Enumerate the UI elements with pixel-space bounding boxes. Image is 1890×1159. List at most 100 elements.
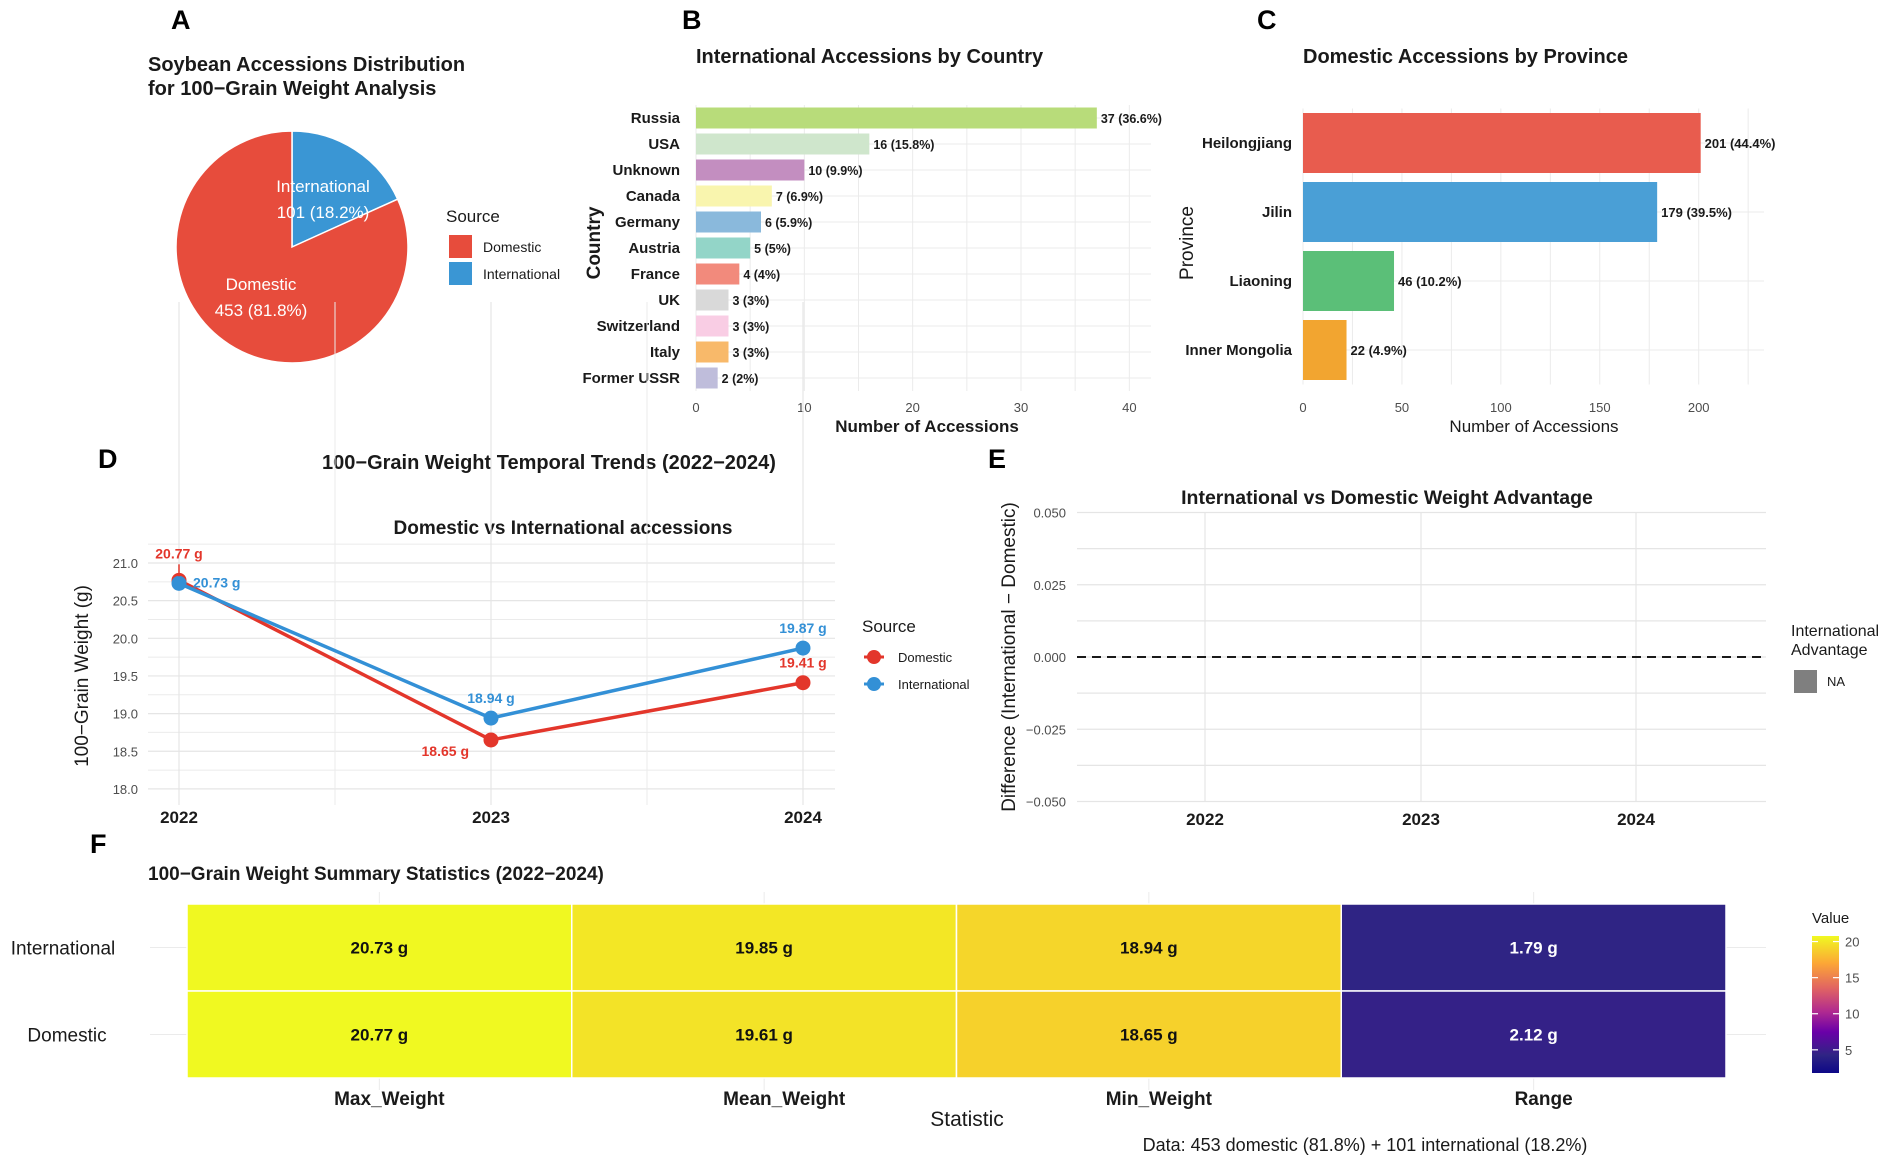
line-d-legend-title: Source — [862, 617, 916, 636]
heatmap-cell-label: 2.12 g — [1510, 1026, 1558, 1045]
data-label-domestic: 18.65 g — [422, 743, 469, 759]
y-tick-label: 21.0 — [113, 556, 138, 571]
x-tick-label: 40 — [1122, 400, 1136, 415]
bar-uk — [696, 289, 729, 311]
row-label: Domestic — [27, 1026, 106, 1047]
y-tick-label: 0.050 — [1033, 506, 1066, 521]
heatmap-cell-label: 19.61 g — [735, 1026, 793, 1045]
bar-b-x-axis-title: Number of Accessions — [835, 417, 1019, 436]
bar-b-y-axis-title: Country — [584, 206, 605, 279]
bar-value-label: 201 (44.4%) — [1705, 136, 1776, 151]
data-point-domestic — [795, 675, 811, 691]
x-tick-label: 100 — [1490, 400, 1512, 415]
legend-swatch-international — [449, 262, 472, 285]
bar-russia — [696, 107, 1097, 129]
heatmap-title: 100−Grain Weight Summary Statistics (202… — [148, 864, 604, 885]
category-label: Inner Mongolia — [1185, 342, 1292, 359]
x-tick-label: 2022 — [160, 808, 198, 827]
panel-c-bar-chart: Domestic Accessions by Province Heilongj… — [1177, 46, 1776, 436]
category-label: Canada — [626, 188, 681, 205]
line-d-y-axis-title: 100−Grain Weight (g) — [72, 585, 93, 767]
bar-value-label: 5 (5%) — [754, 242, 791, 256]
data-point-international — [483, 710, 499, 726]
legend-label-na: NA — [1827, 674, 1845, 689]
bar-switzerland — [696, 315, 729, 337]
x-tick-label: 200 — [1688, 400, 1710, 415]
bar-inner-mongolia — [1303, 320, 1347, 380]
pie-title-line1: Soybean Accessions Distribution — [148, 54, 465, 76]
legend-swatch-na — [1794, 670, 1817, 693]
legend-item-domestic: Domestic — [864, 650, 953, 665]
x-tick-label: 0 — [1299, 400, 1306, 415]
e-y-axis-title: Difference (International − Domestic) — [999, 502, 1020, 812]
pie-label-international-name: International — [276, 177, 370, 196]
data-point-domestic — [483, 732, 499, 748]
data-point-international — [795, 640, 811, 656]
e-title: International vs Domestic Weight Advanta… — [1181, 487, 1593, 509]
heatmap-cell — [571, 903, 958, 992]
bar-value-label: 22 (4.9%) — [1351, 343, 1407, 358]
legend-point-international — [867, 677, 881, 691]
legend-label-international: International — [483, 266, 560, 282]
legend-item-international: International — [864, 677, 970, 692]
bar-usa — [696, 133, 870, 155]
y-tick-label: 19.0 — [113, 707, 138, 722]
bar-canada — [696, 185, 772, 207]
x-tick-label: 20 — [905, 400, 919, 415]
heatmap-cell — [186, 990, 573, 1079]
data-label-domestic: 20.77 g — [155, 545, 202, 561]
colorbar-tick-label: 15 — [1845, 971, 1859, 986]
category-label: USA — [648, 136, 680, 153]
panel-letter-a: A — [171, 5, 191, 35]
panel-e-difference-chart: International vs Domestic Weight Advanta… — [999, 487, 1879, 829]
x-tick-label: 2024 — [784, 808, 822, 827]
bar-austria — [696, 237, 751, 259]
category-label: Unknown — [613, 162, 681, 179]
data-label-international: 19.87 g — [779, 620, 826, 636]
row-label: International — [11, 939, 116, 960]
y-tick-label: 19.5 — [113, 669, 138, 684]
y-tick-label: 20.5 — [113, 594, 138, 609]
heatmap-cell-label: 18.94 g — [1120, 939, 1178, 958]
data-label-domestic: 19.41 g — [779, 655, 826, 671]
panel-b-bar-chart: International Accessions by Country Russ… — [582, 46, 1162, 436]
legend-label-international: International — [898, 677, 970, 692]
bar-liaoning — [1303, 251, 1395, 311]
category-label: France — [631, 266, 680, 283]
bar-value-label: 16 (15.8%) — [873, 138, 934, 152]
panel-letter-e: E — [988, 444, 1006, 474]
bar-value-label: 4 (4%) — [743, 268, 780, 282]
panel-f-heatmap: 100−Grain Weight Summary Statistics (202… — [11, 864, 1860, 1155]
bar-value-label: 3 (3%) — [733, 346, 770, 360]
bar-unknown — [696, 159, 805, 181]
x-tick-label: 0 — [692, 400, 699, 415]
heatmap-cell — [571, 990, 958, 1079]
y-tick-label: −0.025 — [1026, 722, 1066, 737]
e-legend-title-line2: Advantage — [1791, 642, 1868, 659]
bar-c-title: Domestic Accessions by Province — [1303, 46, 1628, 68]
pie-title-line2: for 100−Grain Weight Analysis — [148, 78, 436, 100]
line-d-title: 100−Grain Weight Temporal Trends (2022−2… — [322, 452, 776, 474]
legend-point-domestic — [867, 650, 881, 664]
category-label: Heilongjiang — [1202, 135, 1292, 152]
bar-c-y-axis-title: Province — [1177, 206, 1198, 280]
column-label: Min_Weight — [1106, 1089, 1213, 1110]
column-label: Range — [1515, 1089, 1573, 1110]
colorbar-tick-label: 5 — [1845, 1043, 1852, 1058]
data-label-international: 18.94 g — [467, 690, 514, 706]
x-tick-label: 2023 — [1402, 810, 1440, 829]
category-label: Austria — [628, 240, 680, 257]
x-tick-label: 2023 — [472, 808, 510, 827]
bar-jilin — [1303, 182, 1658, 242]
bar-value-label: 46 (10.2%) — [1398, 274, 1462, 289]
bar-value-label: 37 (36.6%) — [1101, 112, 1162, 126]
heatmap-cell-label: 19.85 g — [735, 939, 793, 958]
line-d-subtitle: Domestic vs International accessions — [394, 518, 733, 539]
x-tick-label: 30 — [1014, 400, 1028, 415]
pie-label-domestic-value: 453 (81.8%) — [215, 301, 308, 320]
category-label: Former USSR — [582, 370, 680, 387]
bar-c-x-axis-title: Number of Accessions — [1449, 417, 1618, 436]
bar-value-label: 179 (39.5%) — [1661, 205, 1732, 220]
pie-slice-domestic — [175, 130, 409, 364]
